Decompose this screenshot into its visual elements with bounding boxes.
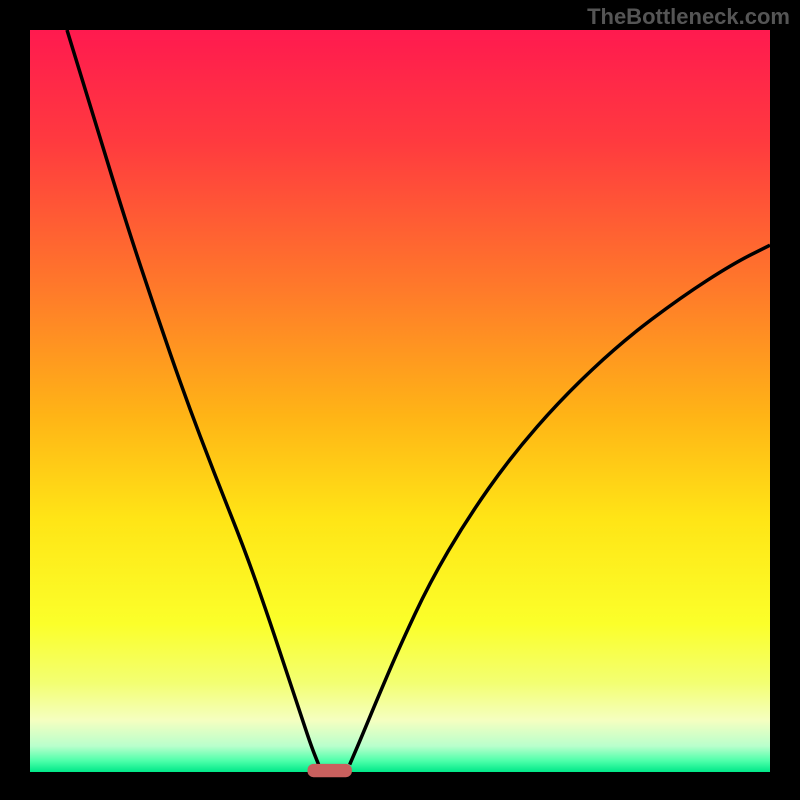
watermark-text: TheBottleneck.com	[587, 4, 790, 30]
bottleneck-chart	[0, 0, 800, 800]
plot-background-gradient	[30, 30, 770, 772]
optimum-marker	[308, 764, 352, 777]
chart-container: TheBottleneck.com	[0, 0, 800, 800]
